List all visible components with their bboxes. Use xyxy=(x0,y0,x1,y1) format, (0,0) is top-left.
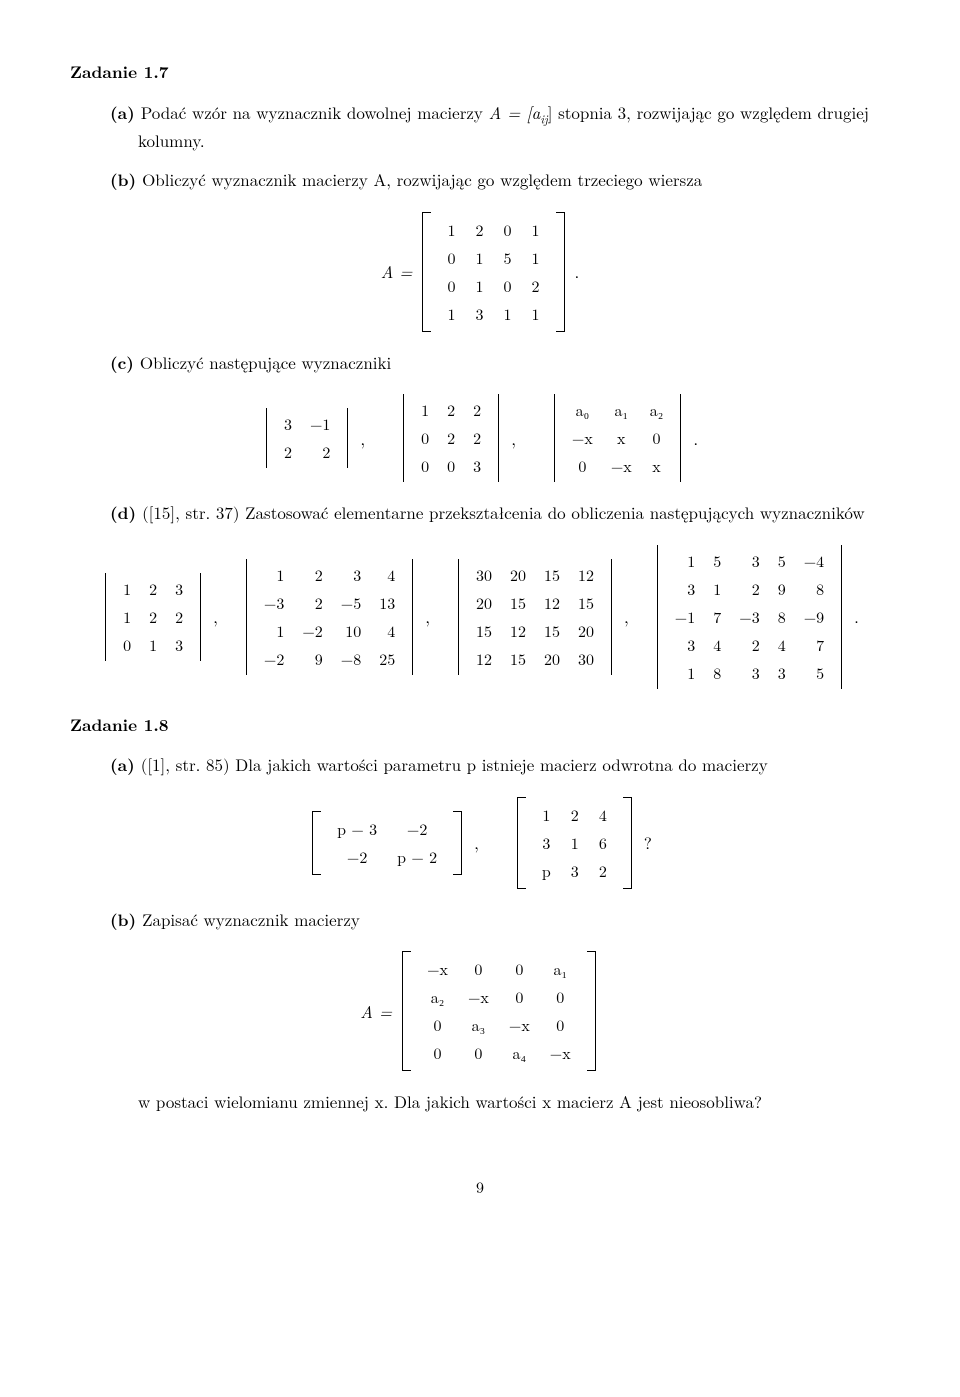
bmatrix: 1201015101021311 xyxy=(422,212,564,332)
bmatrix: 124316p32 xyxy=(517,797,632,889)
question-mark: ? xyxy=(644,830,652,856)
item-label-a: (a) xyxy=(110,101,135,125)
comma: , xyxy=(360,426,365,452)
text: ([15], str. 37) Zastosować elementarne p… xyxy=(142,500,865,524)
item-label-b: (b) xyxy=(110,168,136,192)
task-1-7-a: (a)Podać wzór na wyznacznik dowolnej mac… xyxy=(110,100,890,154)
text: ([1], str. 85) Dla jakich wartości param… xyxy=(141,752,768,776)
vmatrix: 122022003 xyxy=(403,394,499,482)
lhs: A = xyxy=(360,999,392,1025)
item-label-a: (a) xyxy=(110,753,135,777)
text: Zapisać wyznacznik macierzy xyxy=(142,907,360,931)
task-1-8-heading: Zadanie 1.8 xyxy=(70,713,890,739)
task-1-8-b: (b)Zapisać wyznacznik macierzy xyxy=(110,907,890,934)
page-number: 9 xyxy=(70,1175,890,1199)
lhs: A = xyxy=(381,259,413,285)
task-1-7-c: (c)Obliczyć następujące wyznaczniki xyxy=(110,350,890,377)
item-label-c: (c) xyxy=(110,351,134,375)
text: Podać wzór na wyznacznik dowolnej macier… xyxy=(141,100,489,124)
matrices-1-8-a: p − 3−2−2p − 2 , 124316p32 ? xyxy=(70,797,890,889)
determinants-1-7-c: 3−122 , 122022003 , a₀a₁a₂−xx00−xx . xyxy=(70,394,890,482)
comma: , xyxy=(511,426,516,452)
vmatrix: a₀a₁a₂−xx00−xx xyxy=(554,394,681,482)
comma: , xyxy=(624,604,629,630)
comma: , xyxy=(213,604,218,630)
vmatrix: 1234−32−5131−2104−29−825 xyxy=(246,559,413,675)
comma: , xyxy=(425,604,430,630)
period: . xyxy=(854,604,859,630)
period: . xyxy=(693,426,698,452)
math-inline: A = [aij xyxy=(489,100,548,124)
determinants-1-7-d: 123122013 , 1234−32−5131−2104−29−825 , 3… xyxy=(70,545,890,689)
task-1-8-a: (a)([1], str. 85) Dla jakich wartości pa… xyxy=(110,752,890,779)
comma: , xyxy=(474,830,479,856)
text: Obliczyć następujące wyznaczniki xyxy=(140,350,391,374)
text: Obliczyć wyznacznik macierzy A, rozwijaj… xyxy=(142,167,702,191)
bmatrix: −x00a₁a₂−x000a₃−x000a₄−x xyxy=(402,951,596,1071)
vmatrix: 30201512201512151512152012152030 xyxy=(458,559,612,675)
item-label-b: (b) xyxy=(110,908,136,932)
matrix-A-1-8-b: A = −x00a₁a₂−x000a₃−x000a₄−x xyxy=(70,951,890,1071)
vmatrix: 1535−431298−17−38−93424718335 xyxy=(657,545,842,689)
bmatrix: p − 3−2−2p − 2 xyxy=(312,811,462,875)
period: . xyxy=(575,259,580,285)
vmatrix: 3−122 xyxy=(266,408,348,468)
text: w postaci wielomianu zmiennej x. Dla jak… xyxy=(138,1089,762,1113)
task-1-7-d: (d)([15], str. 37) Zastosować elementarn… xyxy=(110,500,890,527)
item-label-d: (d) xyxy=(110,501,136,525)
vmatrix: 123122013 xyxy=(105,573,201,661)
task-1-7-heading: Zadanie 1.7 xyxy=(70,60,890,86)
matrix-A-1-7-b: A = 1201015101021311 . xyxy=(70,212,890,332)
task-1-7-b: (b)Obliczyć wyznacznik macierzy A, rozwi… xyxy=(110,167,890,194)
task-1-8-b-text2: w postaci wielomianu zmiennej x. Dla jak… xyxy=(138,1089,890,1115)
